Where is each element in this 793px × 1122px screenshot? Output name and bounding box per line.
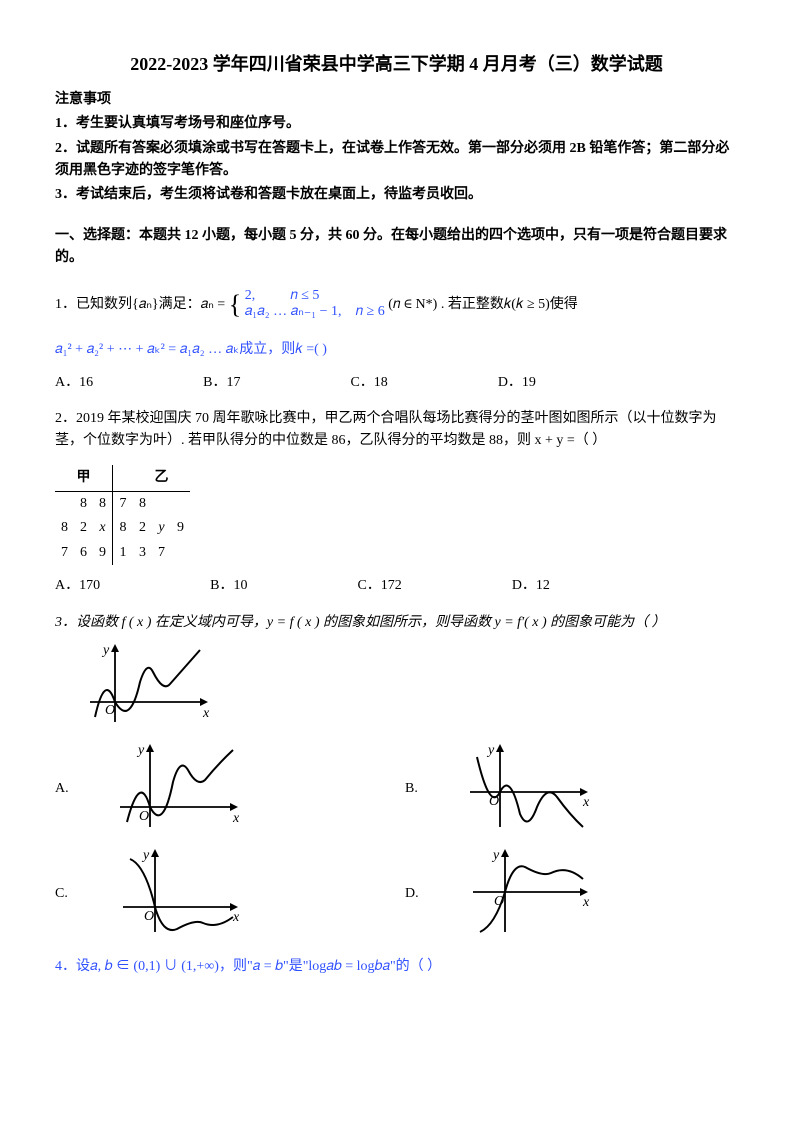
page-title: 2022-2023 学年四川省荣县中学高三下学期 4 月月考（三）数学试题 — [55, 50, 738, 79]
q3-row-cd: C. y x O D. y x O — [55, 847, 738, 942]
q1-cond1: 𝑛 ≤ 5 — [290, 288, 319, 303]
q1-stem-b: 𝑎₁² + 𝑎₂² + ⋯ + 𝑎ₖ² = 𝑎₁𝑎₂ … 𝑎ₖ成立，则𝑘 =( … — [55, 339, 738, 361]
section-1-head: 一、选择题：本题共 12 小题，每小题 5 分，共 60 分。在每小题给出的四个… — [55, 225, 738, 270]
q1-cond2: 𝑛 ≥ 6 — [356, 304, 385, 319]
q3-graph-a: y x O — [115, 742, 245, 837]
q1-options: A．16 B．17 C．18 D．19 — [55, 372, 738, 394]
question-2: 2．2019 年某校迎国庆 70 周年歌咏比赛中，甲乙两个合唱队每场比赛得分的茎… — [55, 408, 738, 453]
q1-opt-d: D．19 — [498, 372, 536, 394]
stemleaf-head-l: 甲 — [55, 465, 113, 492]
q3-label-a: A. — [55, 778, 75, 800]
q1-tail: (𝑛 ∈ N*) . 若正整数𝑘(𝑘 ≥ 5)使得 — [388, 297, 578, 312]
svg-text:O: O — [139, 809, 149, 824]
q3-given-graph: y x O — [85, 642, 738, 732]
q3-graph-c: y x O — [115, 847, 245, 942]
svg-text:x: x — [232, 811, 240, 826]
q2-opt-d: D．12 — [512, 575, 550, 597]
table-row: 88 7 8 — [55, 492, 190, 517]
q3-label-b: B. — [405, 778, 425, 800]
q1-piecewise: 2, 𝑛 ≤ 5 𝑎₁𝑎₂ … 𝑎ₙ₋₁ − 1, 𝑛 ≥ 6 — [245, 288, 385, 322]
q2-stem: 2．2019 年某校迎国庆 70 周年歌咏比赛中，甲乙两个合唱队每场比赛得分的茎… — [55, 411, 717, 448]
svg-text:x: x — [582, 895, 590, 910]
q1-stem-a: 1．已知数列{𝑎ₙ}满足：𝑎ₙ = — [55, 297, 229, 312]
notice-item: 2．试题所有答案必须填涂或书写在答题卡上，在试卷上作答无效。第一部分必须用 2B… — [55, 138, 738, 183]
svg-text:y: y — [491, 848, 500, 863]
notice-item: 3．考试结束后，考生须将试卷和答题卡放在桌面上，待监考员收回。 — [55, 184, 738, 206]
q2-opt-b: B．10 — [210, 575, 247, 597]
stemleaf-head-r: 乙 — [133, 465, 190, 492]
notice-head: 注意事项 — [55, 92, 111, 107]
table-row: 769 1 37 — [55, 541, 190, 565]
stem-leaf-plot: 甲 乙 88 7 8 82x 8 2y9 769 1 37 — [55, 465, 738, 566]
svg-text:O: O — [105, 703, 115, 718]
q3-label-d: D. — [405, 883, 425, 905]
notice-block: 注意事项 1．考生要认真填写考场号和座位序号。 2．试题所有答案必须填涂或书写在… — [55, 89, 738, 207]
svg-text:x: x — [582, 795, 590, 810]
question-3: 3．设函数 f ( x ) 在定义域内可导，y = f ( x ) 的图象如图所… — [55, 612, 738, 634]
notice-item: 1．考生要认真填写考场号和座位序号。 — [55, 113, 738, 135]
q1-case1: 2, — [245, 288, 256, 303]
q2-opt-c: C．172 — [357, 575, 401, 597]
question-1: 1．已知数列{𝑎ₙ}满足：𝑎ₙ = { 2, 𝑛 ≤ 5 𝑎₁𝑎₂ … 𝑎ₙ₋₁… — [55, 284, 738, 326]
q3-row-ab: A. y x O B. y x O — [55, 742, 738, 837]
brace-icon: { — [229, 290, 241, 319]
q3-stem: 3．设函数 f ( x ) 在定义域内可导，y = f ( x ) 的图象如图所… — [55, 615, 666, 630]
q2-options: A．170 B．10 C．172 D．12 — [55, 575, 738, 597]
q1-opt-a: A．16 — [55, 372, 93, 394]
svg-text:y: y — [486, 743, 495, 758]
question-4: 4．设𝑎, 𝑏 ∈ (0,1) ∪ (1,+∞)，则"𝑎 = 𝑏"是"log𝑎𝑏… — [55, 956, 738, 978]
svg-text:O: O — [144, 909, 154, 924]
q1-opt-b: B．17 — [203, 372, 240, 394]
q1-opt-c: C．18 — [350, 372, 387, 394]
q3-label-c: C. — [55, 883, 75, 905]
q3-graph-b: y x O — [465, 742, 595, 837]
svg-text:y: y — [101, 643, 110, 658]
svg-text:y: y — [136, 743, 145, 758]
q1-case2: 𝑎₁𝑎₂ … 𝑎ₙ₋₁ − 1, — [245, 304, 342, 319]
svg-text:x: x — [202, 706, 210, 721]
svg-text:y: y — [141, 848, 150, 863]
q2-opt-a: A．170 — [55, 575, 100, 597]
table-row: 82x 8 2y9 — [55, 516, 190, 540]
q3-graph-d: y x O — [465, 847, 595, 942]
